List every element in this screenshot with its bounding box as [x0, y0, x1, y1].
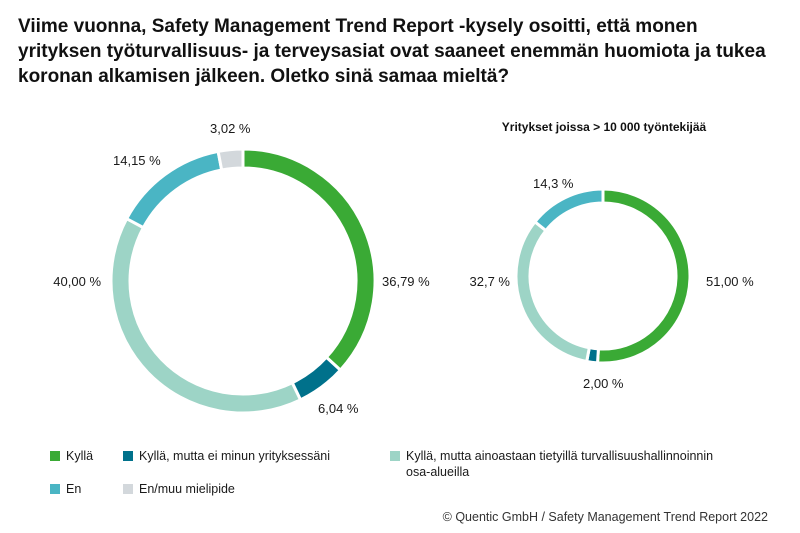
- data-label-en_muu: 3,02 %: [210, 121, 251, 136]
- chart-title: Viime vuonna, Safety Management Trend Re…: [18, 16, 766, 87]
- donut-chart-all: 36,79 % 6,04 % 40,00 % 14,15 % 3,02 %: [53, 121, 430, 416]
- data-label-kylla_osa: 40,00 %: [53, 274, 101, 289]
- data-label-kylla_ei_minun: 2,00 %: [583, 376, 624, 391]
- donut-slice-kylla: [595, 187, 692, 365]
- donut-large-companies-title: Yritykset joissa > 10 000 työntekijää: [502, 120, 707, 134]
- data-label-kylla: 36,79 %: [382, 274, 430, 289]
- donut-slice-kylla_osa: [514, 219, 592, 364]
- donut-chart-large-companies: 51,00 % 2,00 % 32,7 % 14,3 %: [470, 176, 755, 391]
- copyright-note: © Quentic GmbH / Safety Management Trend…: [442, 510, 768, 524]
- data-label-en: 14,3 %: [533, 176, 574, 191]
- data-label-kylla: 51,00 %: [706, 274, 754, 289]
- data-label-kylla_ei_minun: 6,04 %: [318, 401, 359, 416]
- donut-slice-en: [532, 187, 605, 233]
- donut-slice-en_muu: [216, 147, 245, 172]
- data-label-kylla_osa: 32,7 %: [470, 274, 511, 289]
- data-label-en: 14,15 %: [113, 153, 161, 168]
- donut-slice-kylla: [241, 147, 377, 373]
- donut-slice-kylla_ei_minun: [290, 355, 343, 402]
- donut-slice-kylla_osa: [109, 216, 303, 415]
